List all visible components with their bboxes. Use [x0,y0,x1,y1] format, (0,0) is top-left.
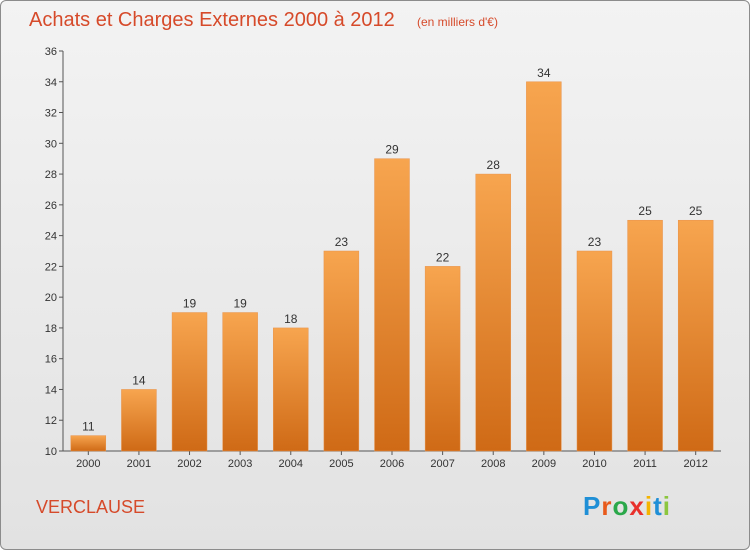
x-tick-label-2004: 2004 [279,458,303,470]
data-label-2002: 19 [183,297,197,311]
bar-2003 [222,312,258,452]
bar-2012 [677,219,714,452]
y-tick-label: 12 [45,415,57,427]
y-tick-label: 10 [45,446,57,458]
bar-2001 [121,389,157,452]
y-tick-label: 14 [45,384,57,396]
y-tick-label: 28 [45,169,57,181]
data-label-2001: 14 [132,373,146,387]
logo-letter: t [653,491,663,521]
x-tick-label-2012: 2012 [683,458,707,470]
bar-2005 [323,250,360,452]
logo-letter: r [601,491,613,521]
bar-2008 [475,173,511,452]
data-label-2010: 23 [588,235,602,249]
chart-unit: (en milliers d'€) [417,15,498,29]
bar-2011 [627,219,663,452]
data-label-2011: 25 [638,204,652,218]
y-tick-label: 32 [45,108,57,120]
x-tick-label-2006: 2006 [380,458,404,470]
y-tick-label: 16 [45,354,57,366]
proxiti-logo: Proxiti [583,491,671,522]
bar-2009 [526,81,562,452]
data-label-2004: 18 [284,312,298,326]
data-label-2000: 11 [82,420,95,434]
data-label-2012: 25 [689,204,703,218]
data-label-2008: 28 [487,158,501,172]
chart-title: Achats et Charges Externes 2000 à 2012 [29,9,395,31]
x-tick-label-2005: 2005 [329,458,353,470]
bar-2007 [424,266,461,452]
bar-2000 [70,435,107,452]
x-tick-label-2010: 2010 [582,458,606,470]
x-tick-label-2001: 2001 [127,458,151,470]
x-tick-label-2000: 2000 [76,458,100,470]
y-tick-label: 20 [45,292,57,304]
x-tick-label-2003: 2003 [228,458,252,470]
data-label-2005: 23 [335,235,349,249]
bar-2002 [171,312,208,452]
x-tick-label-2008: 2008 [481,458,505,470]
x-tick-label-2011: 2011 [633,458,657,470]
bar-2004 [273,327,309,452]
y-tick-label: 30 [45,138,57,150]
y-tick-label: 34 [45,77,57,89]
logo-letter: P [583,491,602,521]
x-tick-label-2009: 2009 [532,458,556,470]
y-tick-label: 26 [45,200,57,212]
data-label-2003: 19 [233,297,247,311]
commune-name: VERCLAUSE [36,497,146,517]
y-tick-label: 24 [45,231,57,243]
logo-letter: o [612,491,630,521]
x-tick-label-2007: 2007 [430,458,454,470]
data-label-2007: 22 [436,250,450,264]
y-tick-label: 18 [45,323,57,335]
y-tick-label: 22 [45,261,57,273]
bar-2010 [576,250,613,452]
logo-letter: x [629,491,645,521]
x-tick-label-2002: 2002 [177,458,201,470]
logo-letter: i [662,491,671,521]
bar-2006 [374,158,410,452]
logo-letter: i [644,491,654,521]
data-label-2009: 34 [537,66,551,80]
data-label-2006: 29 [385,143,399,157]
y-tick-label: 36 [45,46,57,58]
